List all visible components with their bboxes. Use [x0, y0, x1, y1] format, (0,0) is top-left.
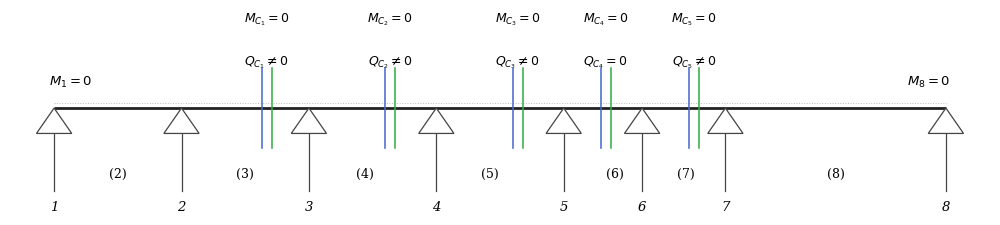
Polygon shape	[36, 108, 72, 133]
Text: 3: 3	[305, 201, 313, 214]
Text: 4: 4	[432, 201, 440, 214]
Text: $M_{C_4}=0$: $M_{C_4}=0$	[583, 11, 629, 28]
Text: $M_{C_1}=0$: $M_{C_1}=0$	[244, 11, 290, 28]
Polygon shape	[546, 108, 581, 133]
Text: (2): (2)	[109, 168, 127, 181]
Text: $M_{C_5}=0$: $M_{C_5}=0$	[671, 11, 717, 28]
Text: (3): (3)	[236, 168, 254, 181]
Polygon shape	[928, 108, 964, 133]
Polygon shape	[624, 108, 660, 133]
Text: $M_{C_3}=0$: $M_{C_3}=0$	[495, 11, 541, 28]
Text: $M_{C_2}=0$: $M_{C_2}=0$	[367, 11, 413, 28]
Polygon shape	[708, 108, 743, 133]
Text: 1: 1	[50, 201, 58, 214]
Text: (6): (6)	[606, 168, 624, 181]
Text: 2: 2	[177, 201, 186, 214]
Text: (7): (7)	[677, 168, 695, 181]
Text: 7: 7	[721, 201, 730, 214]
Polygon shape	[291, 108, 327, 133]
Text: 8: 8	[942, 201, 950, 214]
Text: $Q_{C_5}\neq 0$: $Q_{C_5}\neq 0$	[672, 54, 716, 71]
Text: $Q_{C_2}\neq 0$: $Q_{C_2}\neq 0$	[368, 54, 413, 71]
Text: $Q_{C_4}=0$: $Q_{C_4}=0$	[583, 54, 628, 71]
Text: $M_1=0$: $M_1=0$	[49, 75, 93, 90]
Text: 6: 6	[638, 201, 646, 214]
Text: (8): (8)	[827, 168, 845, 181]
Polygon shape	[419, 108, 454, 133]
Polygon shape	[164, 108, 199, 133]
Text: $Q_{C_1}\neq 0$: $Q_{C_1}\neq 0$	[244, 54, 289, 71]
Text: $M_8=0$: $M_8=0$	[907, 75, 951, 90]
Text: (5): (5)	[481, 168, 499, 181]
Text: (4): (4)	[356, 168, 374, 181]
Text: $Q_{C_3}\neq 0$: $Q_{C_3}\neq 0$	[495, 54, 540, 71]
Text: 5: 5	[560, 201, 568, 214]
